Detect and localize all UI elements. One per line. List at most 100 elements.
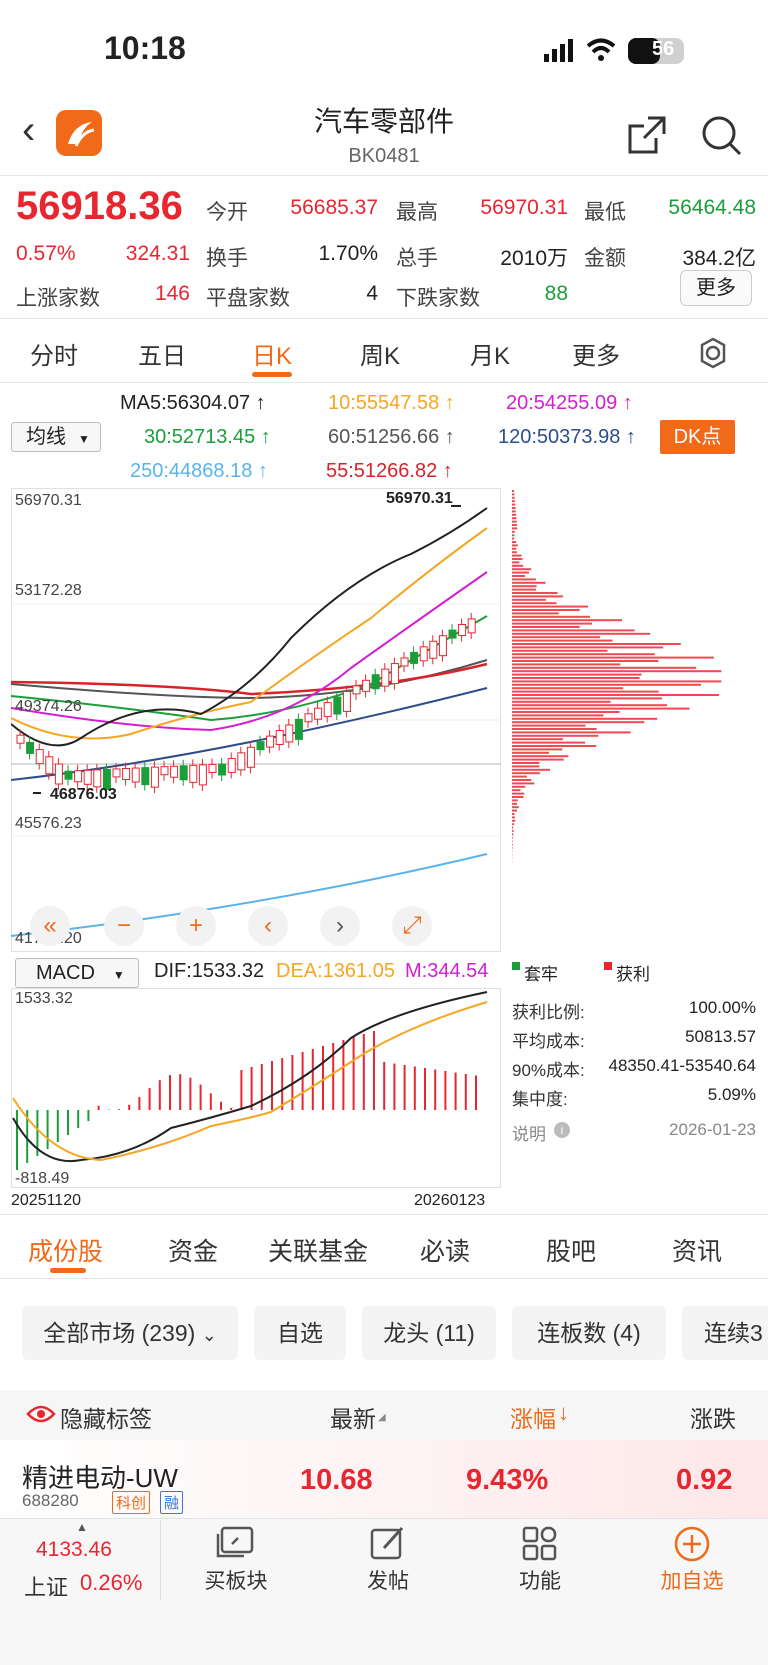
tab-must-read[interactable]: 必读 xyxy=(420,1238,471,1266)
filter-limit-up-count[interactable]: 连板数 (4) xyxy=(512,1306,666,1360)
macd-axis-top: 1533.32 xyxy=(15,990,73,1007)
zoom-out-far-icon[interactable]: « xyxy=(30,906,70,946)
filter-watchlist[interactable]: 自选 xyxy=(254,1306,346,1360)
tab-monthly-k[interactable]: 月K xyxy=(470,343,511,370)
buy-sector-icon[interactable] xyxy=(214,1524,258,1564)
macd-select[interactable]: MACD ▼ xyxy=(15,958,139,988)
bottom-nav xyxy=(0,1518,768,1665)
chip-bar xyxy=(512,588,536,591)
more-button[interactable]: 更多 xyxy=(680,270,752,306)
scroll-right-icon[interactable]: › xyxy=(320,906,360,946)
table-row[interactable] xyxy=(0,1440,768,1518)
chip-bar xyxy=(512,789,521,792)
tab-weekly-k[interactable]: 周K xyxy=(360,343,401,370)
tab-related-funds[interactable]: 关联基金 xyxy=(268,1238,369,1266)
hide-tags-toggle[interactable]: 隐藏标签 xyxy=(60,1406,152,1432)
zoom-out-icon[interactable]: − xyxy=(104,906,144,946)
candle-body xyxy=(102,768,111,790)
chip-bar xyxy=(512,663,621,666)
chip-bar xyxy=(512,558,523,560)
candle-body xyxy=(198,764,207,786)
index-name[interactable]: 上证 xyxy=(24,1575,69,1600)
settings-icon[interactable] xyxy=(696,336,730,370)
chip-bar xyxy=(512,731,631,734)
share-icon[interactable] xyxy=(626,114,668,156)
nav-function[interactable]: 功能 xyxy=(519,1570,561,1593)
chip-bar xyxy=(512,493,515,496)
ma55-value: 55:51266.82 ↑ xyxy=(326,460,453,482)
volume-label: 总手 xyxy=(396,247,438,270)
col-change[interactable]: 涨跌 xyxy=(690,1406,736,1432)
candle-body xyxy=(362,679,371,692)
kline-chart[interactable] xyxy=(11,488,501,952)
candle-body xyxy=(189,764,198,783)
zoom-in-icon[interactable]: + xyxy=(176,906,216,946)
back-icon[interactable]: ‹ xyxy=(22,108,36,152)
ma30-value: 30:52713.45 ↑ xyxy=(144,426,271,448)
tab-daily-k[interactable]: 日K xyxy=(252,343,293,370)
chip-bar xyxy=(512,578,536,581)
tab-constituents[interactable]: 成份股 xyxy=(28,1238,104,1266)
filter-consecutive[interactable]: 连续3 xyxy=(682,1306,768,1360)
function-icon[interactable] xyxy=(520,1524,560,1564)
add-watchlist-icon[interactable] xyxy=(672,1524,712,1564)
chip-bar xyxy=(512,748,563,751)
fullscreen-icon[interactable]: ⤢ xyxy=(392,906,432,946)
tab-funds[interactable]: 资金 xyxy=(168,1238,219,1266)
chip-bar xyxy=(512,602,557,605)
tab-more[interactable]: 更多 xyxy=(572,343,620,370)
turnover-label: 换手 xyxy=(206,247,248,270)
tab-intraday[interactable]: 分时 xyxy=(30,343,78,370)
ma120-value: 120:50373.98 ↑ xyxy=(498,426,636,448)
ma60-value: 60:51256.66 ↑ xyxy=(328,426,455,448)
open-label: 今开 xyxy=(206,201,248,224)
candle-body xyxy=(390,663,399,685)
post-icon[interactable] xyxy=(368,1524,408,1564)
index-value[interactable]: 4133.46 xyxy=(36,1538,112,1561)
dk-point-button[interactable]: DK点 xyxy=(660,420,735,454)
nav-buy-sector[interactable]: 买板块 xyxy=(204,1570,268,1593)
eye-icon[interactable] xyxy=(26,1404,56,1424)
nav-post[interactable]: 发帖 xyxy=(367,1570,409,1593)
candle-body xyxy=(333,696,342,715)
index-pct[interactable]: 0.26% xyxy=(80,1570,143,1595)
filter-all-markets[interactable]: 全部市场 (239) ⌄ xyxy=(22,1306,238,1360)
chip-bar xyxy=(512,605,589,608)
ma-select[interactable]: 均线 ▼ xyxy=(11,422,101,452)
high-label: 最高 xyxy=(396,201,438,224)
candle-body xyxy=(448,629,457,639)
concentration: 5.09% xyxy=(707,1085,756,1104)
scroll-left-icon[interactable]: ‹ xyxy=(248,906,288,946)
tag-margin: 融 xyxy=(160,1491,184,1514)
candle-body xyxy=(170,765,179,778)
chip-bar xyxy=(512,673,642,676)
flat-count: 4 xyxy=(366,282,378,305)
page-code: BK0481 xyxy=(348,145,420,167)
tab-news[interactable]: 资讯 xyxy=(672,1238,723,1266)
note-label[interactable]: 说明 xyxy=(512,1125,546,1144)
col-pct[interactable]: 涨幅 xyxy=(510,1406,556,1432)
candle-body xyxy=(438,635,447,657)
nav-add-watchlist[interactable]: 加自选 xyxy=(660,1570,724,1593)
ma10-value: 10:55547.58 ↑ xyxy=(328,392,455,414)
chip-bar xyxy=(512,687,624,690)
profit-ratio-label: 获利比例: xyxy=(512,1003,585,1022)
candle-body xyxy=(410,651,419,664)
macd-select-label: MACD xyxy=(36,962,95,984)
chip-bar xyxy=(512,792,525,795)
chip-bar xyxy=(512,758,564,761)
info-icon[interactable]: i xyxy=(554,1122,570,1138)
tab-five-day[interactable]: 五日 xyxy=(138,343,186,370)
col-latest[interactable]: 最新 xyxy=(330,1406,376,1432)
high-value: 56970.31 xyxy=(480,196,568,219)
profit-ratio: 100.00% xyxy=(688,998,756,1017)
volume-value: 2010万 xyxy=(500,247,568,270)
search-icon[interactable] xyxy=(700,114,744,158)
chip-bar xyxy=(512,836,513,839)
chevron-down-icon: ▼ xyxy=(112,968,125,982)
tab-forum[interactable]: 股吧 xyxy=(546,1238,597,1266)
chip-bar xyxy=(512,581,546,584)
filter-leaders[interactable]: 龙头 (11) xyxy=(362,1306,496,1360)
macd-chart[interactable] xyxy=(11,988,501,1188)
chip-bar xyxy=(512,847,513,849)
